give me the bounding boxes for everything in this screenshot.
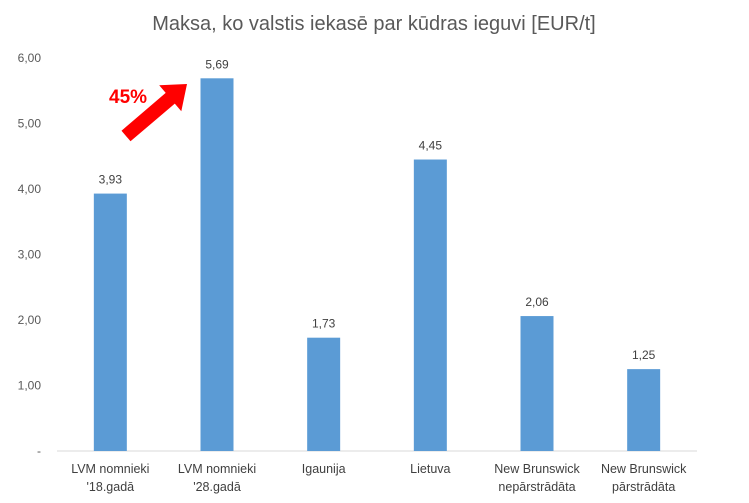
y-tick-label: - (37, 444, 41, 458)
x-tick-label-line: Igaunija (302, 462, 346, 476)
bar-value-label: 5,69 (205, 57, 229, 71)
bar (627, 369, 661, 451)
x-tick-label: LVM nomnieki '28.gadā (178, 462, 256, 494)
axes: - 1,00 2,00 3,00 4,00 5,00 6,00 (18, 51, 697, 458)
bar (200, 78, 234, 452)
bars: 3,93 LVM nomnieki '18.gadā 5,69 LVM nomnieki… (71, 57, 687, 494)
bar (307, 337, 341, 451)
x-tick-label-line: Lietuva (410, 462, 450, 476)
bar-value-label: 1,25 (632, 348, 656, 362)
x-tick-label: New Brunswick pārstrādāta (601, 462, 687, 494)
chart-title: Maksa, ko valstis iekasē par kūdras iegu… (152, 13, 596, 35)
y-tick-label: 1,00 (18, 379, 42, 393)
x-tick-label-line: LVM nomnieki (71, 462, 149, 476)
bar (93, 193, 127, 451)
x-tick-label-line: LVM nomnieki (178, 462, 256, 476)
bar-value-label: 1,73 (312, 317, 336, 331)
bar (413, 159, 447, 451)
x-tick-label-line: '28.gadā (193, 480, 241, 494)
bar-value-label: 2,06 (525, 295, 549, 309)
x-tick-label: Lietuva (410, 462, 450, 476)
annotation: 45% (109, 84, 187, 142)
x-tick-label: New Brunswick nepārstrādāta (494, 462, 580, 494)
bar-value-label: 4,45 (419, 139, 443, 153)
x-tick-label-line: nepārstrādāta (498, 480, 575, 494)
x-tick-label: LVM nomnieki '18.gadā (71, 462, 149, 494)
x-tick-label-line: New Brunswick (601, 462, 687, 476)
x-tick-label-line: New Brunswick (494, 462, 580, 476)
bar-value-label: 3,93 (99, 173, 123, 187)
bar (520, 316, 554, 451)
x-tick-label: Igaunija (302, 462, 346, 476)
x-tick-label-line: pārstrādāta (612, 480, 675, 494)
growth-arrow (121, 84, 187, 142)
y-tick-label: 6,00 (18, 51, 42, 65)
y-tick-label: 3,00 (18, 248, 42, 262)
y-tick-label: 4,00 (18, 182, 42, 196)
growth-annotation-label: 45% (109, 87, 147, 108)
x-tick-label-line: '18.gadā (87, 480, 135, 494)
y-tick-label: 5,00 (18, 117, 42, 131)
y-tick-label: 2,00 (18, 313, 42, 327)
